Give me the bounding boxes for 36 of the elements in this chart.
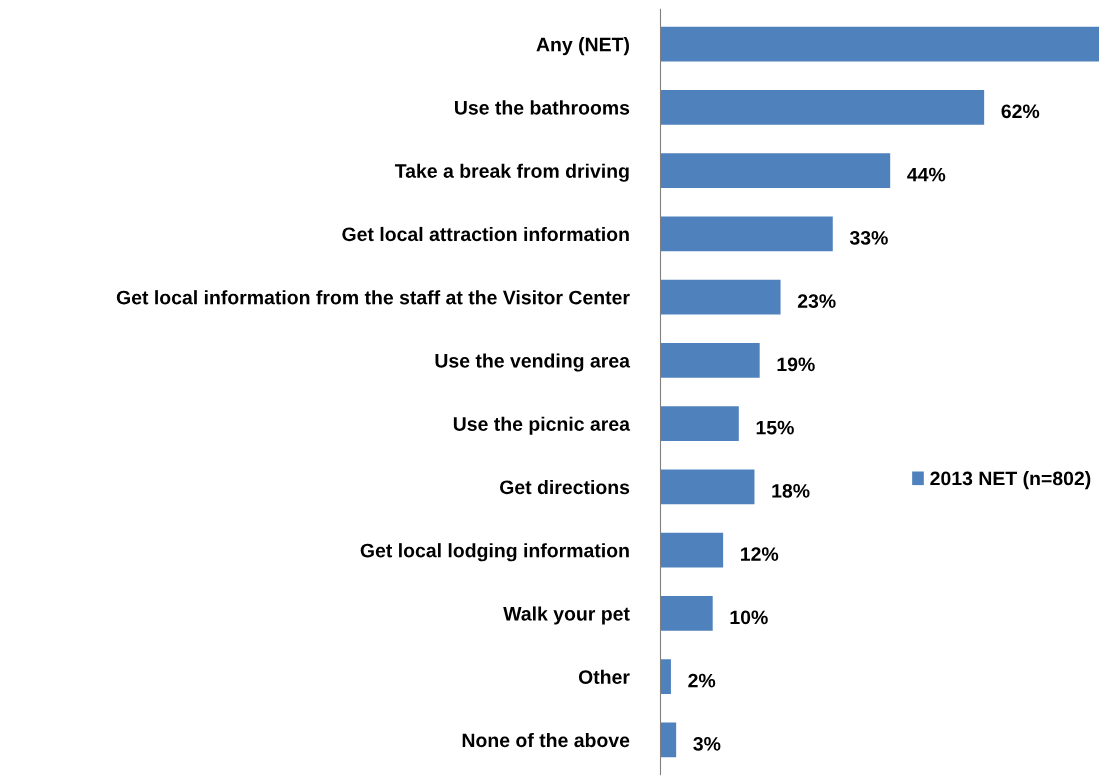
bar (660, 596, 713, 631)
bar (660, 279, 781, 315)
data-label: 15% (756, 420, 794, 435)
data-label: 44% (907, 167, 946, 182)
y-tick-label: Walk your pet (503, 606, 630, 625)
bar (660, 659, 671, 695)
bar (660, 26, 1099, 62)
data-label: 3% (693, 736, 721, 751)
y-tick-label: Use the bathrooms (455, 100, 630, 115)
y-tick-label: Take a break from driving (394, 163, 629, 182)
data-label: 19% (777, 357, 815, 372)
bar (660, 153, 891, 189)
y-tick-label: Use the vending area (435, 353, 631, 372)
y-tick-label: Get directions (500, 479, 630, 495)
y-tick-label: Any (NET) (536, 37, 629, 56)
bar (660, 216, 833, 252)
legend-label: 2013 NET (n=802) (930, 471, 1091, 490)
y-tick-label: Get local lodging information (360, 543, 629, 562)
y-tick-label: Use the picnic area (453, 416, 631, 435)
data-label: 33% (849, 230, 888, 245)
data-label: 12% (741, 547, 779, 561)
data-label: 2% (688, 673, 716, 688)
bar (660, 469, 755, 505)
data-label: 18% (772, 483, 810, 498)
y-tick-label: Get local information from the staff at the Visitor Center (116, 290, 630, 305)
y-tick-label: Other (578, 669, 630, 684)
y-tick-label: None of the above (462, 732, 630, 748)
y-tick-label: Get local attraction information (342, 226, 629, 242)
bar (660, 406, 739, 442)
bar (660, 90, 985, 125)
data-label: 23% (797, 294, 836, 308)
bar (660, 722, 677, 758)
data-label: 62% (1001, 104, 1040, 119)
bar (660, 343, 760, 378)
data-label: 10% (730, 610, 768, 625)
bar (660, 532, 724, 568)
